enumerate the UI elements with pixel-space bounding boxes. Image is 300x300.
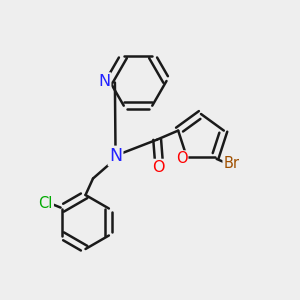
Text: N: N bbox=[98, 74, 110, 88]
Text: Cl: Cl bbox=[38, 196, 53, 211]
Text: Br: Br bbox=[224, 156, 240, 171]
Text: N: N bbox=[109, 147, 122, 165]
Text: O: O bbox=[152, 160, 165, 175]
Text: O: O bbox=[176, 152, 187, 166]
